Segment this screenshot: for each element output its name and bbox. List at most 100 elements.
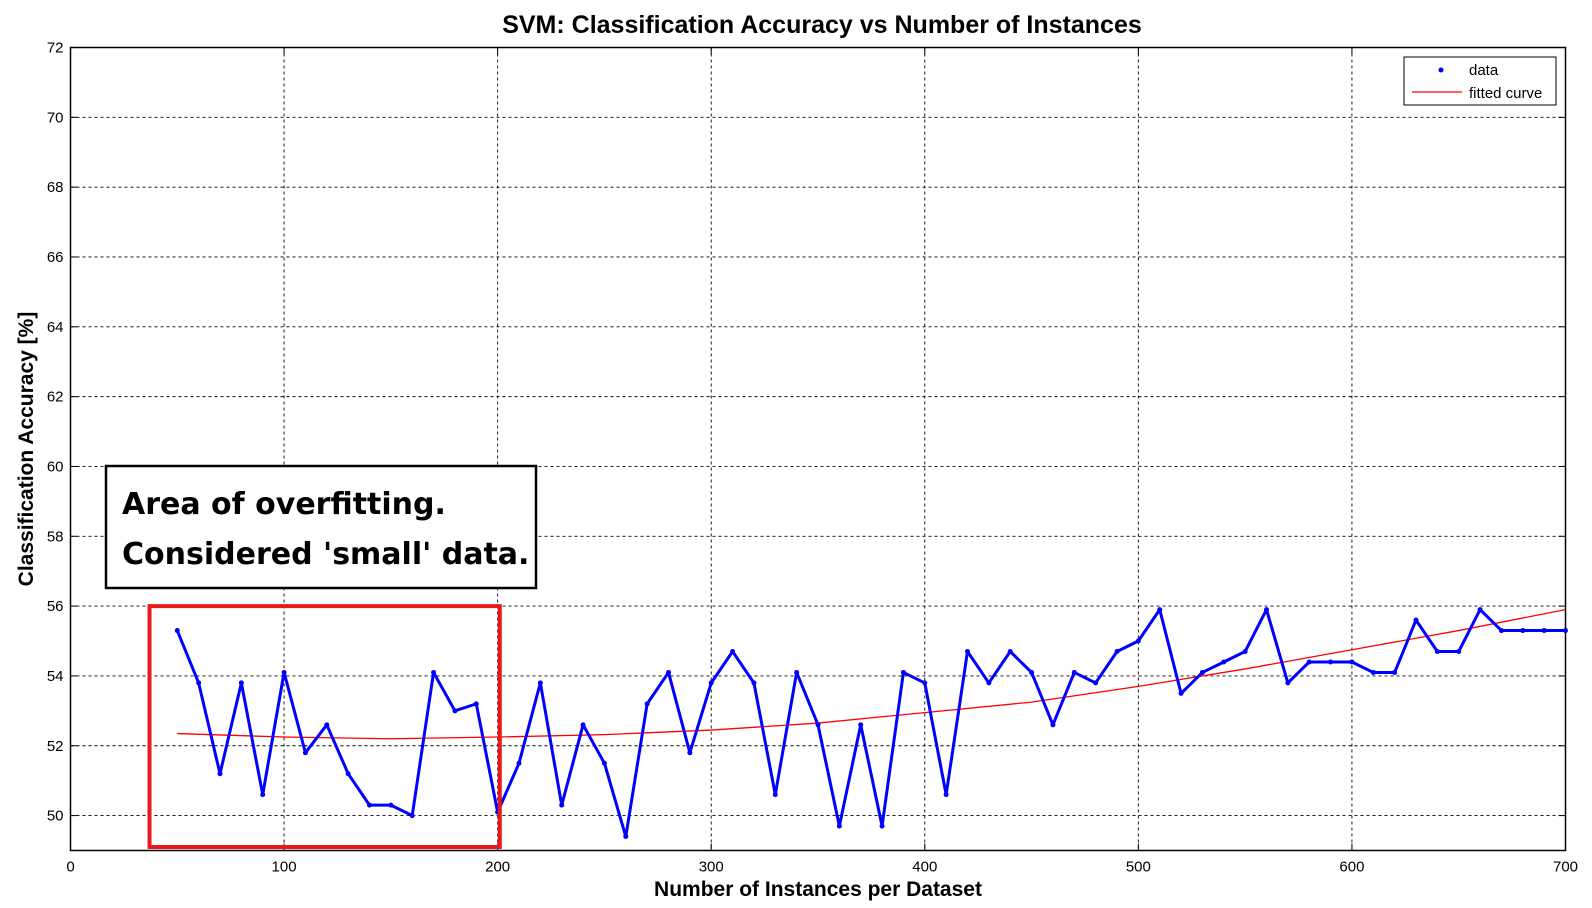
data-point-600: [1349, 659, 1355, 665]
y-axis-label: Classification Accuracy [%]: [15, 312, 38, 587]
data-point-510: [1157, 607, 1163, 613]
data-point-570: [1285, 680, 1291, 686]
x-tick-label-400: 400: [912, 859, 937, 876]
data-point-370: [858, 722, 864, 728]
axis-ticks: 0 100 200 300 400 500 600 700 50 52 54 56 58 60 62 64 66…: [47, 40, 1578, 876]
data-point-620: [1392, 669, 1398, 675]
data-point-330: [772, 792, 778, 798]
data-point-500: [1135, 638, 1141, 644]
data-point-60: [196, 680, 202, 686]
series-layer: [174, 607, 1568, 840]
x-tick-label-300: 300: [699, 859, 724, 876]
data-point-210: [516, 760, 522, 766]
data-point-520: [1178, 690, 1184, 696]
x-tick-label-600: 600: [1339, 859, 1364, 876]
y-tick-label-50: 50: [47, 808, 64, 825]
data-point-480: [1093, 680, 1099, 686]
data-point-490: [1114, 648, 1120, 654]
annotation-box: [104, 464, 538, 590]
y-tick-label-56: 56: [47, 598, 64, 615]
data-point-260: [623, 834, 629, 840]
data-point-180: [452, 708, 458, 714]
x-tick-label-500: 500: [1126, 859, 1151, 876]
data-point-190: [473, 701, 479, 707]
x-axis-label: Number of Instances per Dataset: [654, 878, 982, 901]
data-point-420: [965, 648, 970, 654]
data-point-680: [1520, 628, 1526, 634]
data-point-590: [1328, 659, 1334, 665]
data-point-700: [1563, 628, 1568, 634]
x-tick-label-0: 0: [66, 859, 74, 876]
data-point-270: [644, 701, 650, 707]
annotation-line-1: Area of overfitting.: [122, 487, 446, 522]
data-point-430: [986, 680, 992, 686]
data-series-line: [175, 608, 1566, 839]
overfitting-highlight-box: [147, 604, 502, 850]
y-tick-label-70: 70: [47, 109, 64, 126]
data-point-400: [922, 680, 928, 686]
data-point-110: [302, 750, 308, 756]
data-point-580: [1306, 659, 1312, 665]
y-tick-label-58: 58: [47, 528, 64, 545]
data-point-550: [1242, 648, 1248, 654]
data-point-50: [174, 628, 180, 634]
data-point-640: [1434, 648, 1440, 654]
overfitting-annotation: Area of overfitting. Considered 'small' …: [104, 464, 538, 850]
data-point-350: [815, 722, 821, 728]
legend-item-data: data: [1469, 62, 1499, 79]
data-point-130: [345, 771, 351, 777]
x-tick-label-100: 100: [272, 859, 297, 876]
data-point-140: [367, 802, 372, 808]
data-point-650: [1456, 648, 1462, 654]
data-point-160: [409, 813, 415, 819]
annotation-line-2: Considered 'small' data.: [122, 537, 529, 572]
chart-title: SVM: Classification Accuracy vs Number o…: [502, 11, 1142, 39]
data-point-170: [431, 669, 437, 675]
data-point-440: [1007, 648, 1013, 654]
data-point-150: [388, 802, 394, 808]
data-point-410: [943, 792, 949, 798]
y-tick-label-72: 72: [47, 40, 64, 57]
data-point-390: [900, 669, 906, 675]
legend-box: [1403, 56, 1557, 106]
data-point-690: [1541, 628, 1547, 634]
y-tick-label-68: 68: [47, 179, 64, 196]
data-point-230: [559, 802, 565, 808]
data-point-610: [1370, 669, 1376, 675]
data-point-630: [1413, 617, 1419, 623]
data-point-120: [324, 722, 330, 728]
data-point-280: [666, 669, 671, 675]
y-tick-label-66: 66: [47, 249, 64, 266]
legend: data fitted curve: [1403, 56, 1557, 106]
data-point-460: [1050, 722, 1056, 728]
data-point-90: [260, 792, 266, 798]
data-point-340: [794, 669, 800, 675]
data-point-290: [687, 750, 693, 756]
y-tick-label-62: 62: [47, 389, 64, 406]
data-point-660: [1477, 607, 1483, 613]
data-point-100: [281, 669, 287, 675]
data-point-670: [1498, 628, 1504, 634]
data-point-70: [217, 771, 223, 777]
data-point-240: [580, 722, 586, 728]
data-point-250: [601, 760, 607, 766]
data-point-80: [238, 680, 244, 686]
y-tick-label-52: 52: [47, 738, 64, 755]
x-tick-label-700: 700: [1553, 859, 1578, 876]
data-point-320: [751, 680, 757, 686]
x-tick-label-200: 200: [485, 859, 510, 876]
data-point-310: [730, 648, 736, 654]
legend-item-fitted-curve: fitted curve: [1469, 85, 1542, 102]
data-point-540: [1221, 659, 1227, 665]
y-tick-label-64: 64: [47, 319, 64, 336]
data-point-530: [1199, 669, 1205, 675]
grid-lines: [70, 47, 1566, 851]
data-point-220: [537, 680, 543, 686]
data-point-450: [1029, 669, 1035, 675]
data-point-560: [1264, 607, 1269, 613]
y-tick-label-54: 54: [47, 668, 64, 685]
y-tick-label-60: 60: [47, 458, 64, 475]
data-point-360: [836, 823, 842, 829]
